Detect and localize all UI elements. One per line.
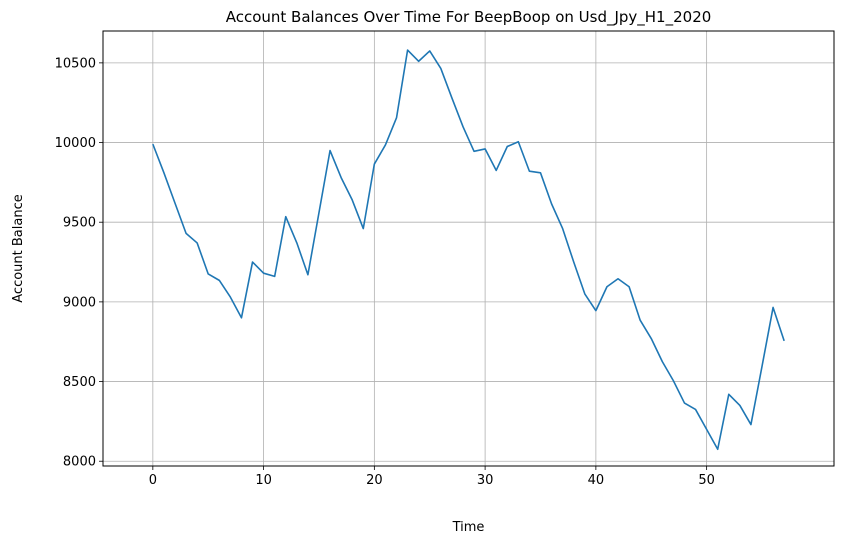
y-tick-label: 8000 [63,455,96,470]
x-tick-label: 0 [149,473,157,488]
y-axis-ticks: 8000 8500 9000 9500 10000 10500 [55,56,103,470]
x-tick-label: 30 [477,473,494,488]
x-tick-label: 20 [366,473,383,488]
series-line [152,49,785,451]
y-tick-label: 9000 [63,295,96,310]
y-tick-label: 10000 [55,136,96,151]
y-axis-label: Account Balance [11,194,26,302]
chart-title: Account Balances Over Time For BeepBoop … [226,8,712,27]
x-axis-label: Time [452,520,485,535]
x-axis-ticks: 0 10 20 30 40 50 [149,466,715,488]
y-tick-label: 10500 [55,56,96,71]
y-tick-label: 8500 [63,375,96,390]
x-tick-label: 50 [698,473,715,488]
plot-frame [102,30,835,467]
x-tick-label: 10 [255,473,272,488]
grid-lines [103,31,834,466]
y-tick-label: 9500 [63,216,96,231]
x-tick-label: 40 [588,473,605,488]
series-group [152,49,785,451]
